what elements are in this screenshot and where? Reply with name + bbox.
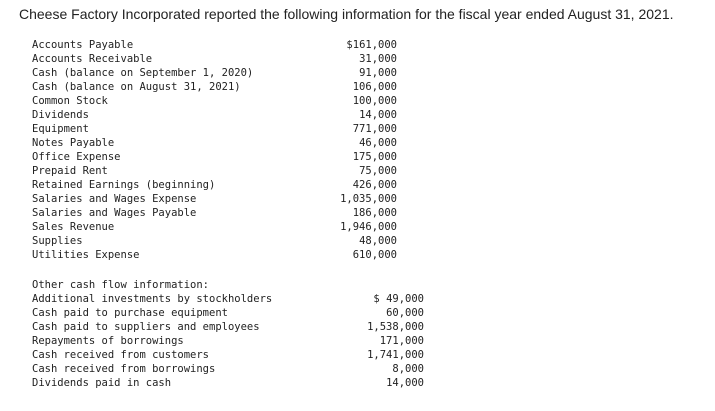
row-amount: 171,000 — [379, 335, 424, 347]
table-row: Dividends paid in cash 14,000 — [32, 376, 432, 390]
table-row: Cash received from customers 1,741,000 — [32, 348, 432, 362]
row-label: Cash received from borrowings — [32, 363, 216, 375]
cash-flow-title: Other cash flow information: — [32, 279, 210, 291]
row-amount: 610,000 — [352, 249, 397, 261]
row-amount: 48,000 — [359, 235, 397, 247]
row-amount: 14,000 — [359, 109, 397, 121]
row-label: Office Expense — [32, 151, 121, 163]
row-amount: 91,000 — [359, 67, 397, 79]
row-label: Common Stock — [32, 95, 108, 107]
table-row: Retained Earnings (beginning) 426,000 — [32, 178, 412, 192]
row-amount: 75,000 — [359, 165, 397, 177]
table-row: Salaries and Wages Payable 186,000 — [32, 206, 412, 220]
row-amount: 8,000 — [392, 363, 424, 375]
problem-heading: Cheese Factory Incorporated reported the… — [19, 6, 674, 22]
table-row: Cash paid to suppliers and employees 1,53… — [32, 320, 432, 334]
table-row: Accounts Payable $161,000 — [32, 38, 412, 52]
row-label: Accounts Receivable — [32, 53, 153, 65]
row-amount: 186,000 — [352, 207, 397, 219]
table-row: Accounts Receivable 31,000 — [32, 52, 412, 66]
row-amount: 31,000 — [359, 53, 397, 65]
table-row: Dividends 14,000 — [32, 108, 412, 122]
row-amount: 1,035,000 — [340, 193, 397, 205]
row-amount: 175,000 — [352, 151, 397, 163]
row-amount: 100,000 — [352, 95, 397, 107]
table-row: Office Expense 175,000 — [32, 150, 412, 164]
table-row: Salaries and Wages Expense 1,035,000 — [32, 192, 412, 206]
row-label: Salaries and Wages Expense — [32, 193, 197, 205]
cash-flow-table: Other cash flow information: Additional … — [32, 278, 432, 398]
row-amount: 771,000 — [352, 123, 397, 135]
table-row: Equipment 771,000 — [32, 122, 412, 136]
row-label: Equipment — [32, 123, 89, 135]
row-amount: $161,000 — [346, 39, 397, 51]
row-amount: 1,538,000 — [367, 321, 424, 333]
table-row: Cash (balance on August 31, 2021) 106,000 — [32, 80, 412, 94]
row-label: Accounts Payable — [32, 39, 134, 51]
row-amount: 106,000 — [352, 81, 397, 93]
row-amount: 1,946,000 — [340, 221, 397, 233]
row-label: Retained Earnings (beginning) — [32, 179, 216, 191]
table-row: Supplies 48,000 — [32, 234, 412, 248]
table-row: Cash (balance on September 1, 2020) 91,00… — [32, 66, 412, 80]
row-label: Cash paid to suppliers and employees — [32, 321, 260, 333]
table-row: Additional investments by stockholders $ … — [32, 292, 432, 306]
row-label: Notes Payable — [32, 137, 115, 149]
table-row: Prepaid Rent 75,000 — [32, 164, 412, 178]
row-label: Cash received from customers — [32, 349, 210, 361]
row-amount: 426,000 — [352, 179, 397, 191]
table-row: Common Stock 100,000 — [32, 94, 412, 108]
table-row: Utilities Expense 610,000 — [32, 248, 412, 262]
table-row: Cash received from borrowings 8,000 — [32, 362, 432, 376]
accounts-table: Accounts Payable $161,000 Accounts Receiva… — [32, 38, 412, 268]
row-amount: 14,000 — [386, 377, 424, 389]
row-label: Salaries and Wages Payable — [32, 207, 197, 219]
row-label: Repayments of borrowings — [32, 335, 184, 347]
row-label: Utilities Expense — [32, 249, 140, 261]
table-row: Repayments of borrowings 171,000 — [32, 334, 432, 348]
row-label: Dividends — [32, 109, 89, 121]
row-label: Supplies — [32, 235, 83, 247]
row-label: Sales Revenue — [32, 221, 115, 233]
table-row: Cash paid to purchase equipment 60,000 — [32, 306, 432, 320]
row-amount: $ 49,000 — [373, 293, 424, 305]
row-amount: 60,000 — [386, 307, 424, 319]
table-row: Sales Revenue 1,946,000 — [32, 220, 412, 234]
table-row: Notes Payable 46,000 — [32, 136, 412, 150]
row-amount: 46,000 — [359, 137, 397, 149]
row-label: Cash (balance on September 1, 2020) — [32, 67, 254, 79]
row-amount: 1,741,000 — [367, 349, 424, 361]
row-label: Additional investments by stockholders — [32, 293, 273, 305]
row-label: Cash (balance on August 31, 2021) — [32, 81, 241, 93]
row-label: Prepaid Rent — [32, 165, 108, 177]
row-label: Dividends paid in cash — [32, 377, 172, 389]
row-label: Cash paid to purchase equipment — [32, 307, 228, 319]
